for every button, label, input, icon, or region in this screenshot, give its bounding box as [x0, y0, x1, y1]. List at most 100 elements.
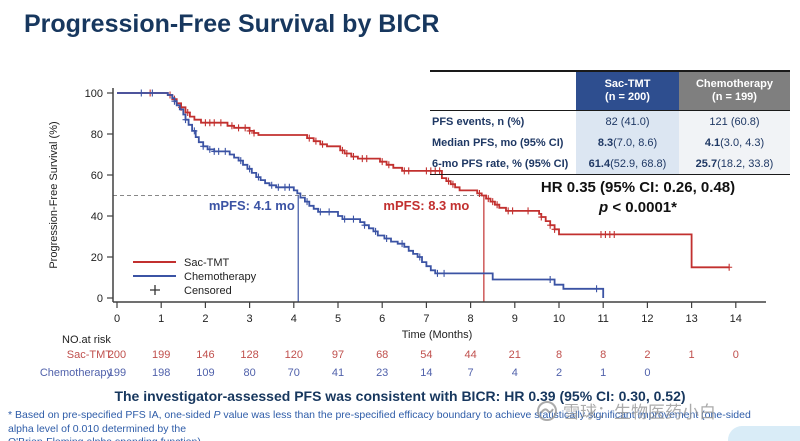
- x-tick-label: 10: [553, 313, 565, 325]
- table-bottom-border: [430, 174, 790, 175]
- watermark: 雪球：生物医药小白: [536, 398, 716, 423]
- x-tick-label: 5: [335, 313, 341, 325]
- y-tick-label: 20: [91, 252, 103, 264]
- x-tick-label: 13: [685, 313, 697, 325]
- at-risk-count: 0: [644, 367, 650, 379]
- y-tick-label: 0: [97, 293, 103, 305]
- y-tick-label: 80: [91, 129, 103, 141]
- summary-col-header-chemotherapy: Chemotherapy (n = 199): [679, 72, 790, 110]
- row-label-pfs-events: PFS events, n (%): [432, 115, 525, 128]
- at-risk-row-label-chemotherapy: Chemotherapy: [40, 367, 113, 379]
- x-tick-label: 12: [641, 313, 653, 325]
- cell-pfs-events-sac: 82 (41.0): [576, 111, 679, 132]
- table-header-separator: [430, 110, 790, 111]
- footnote-p-italic: P: [213, 409, 221, 421]
- at-risk-count: 120: [285, 349, 303, 361]
- at-risk-count: 54: [420, 349, 432, 361]
- at-risk-title: NO.at risk: [62, 334, 111, 346]
- at-risk-count: 44: [464, 349, 476, 361]
- at-risk-count: 68: [376, 349, 388, 361]
- xueqiu-logo-icon: [537, 400, 557, 421]
- at-risk-count: 97: [332, 349, 344, 361]
- y-tick-label: 40: [91, 211, 103, 223]
- footnote-pre: * Based on pre-specified PFS IA, one-sid…: [8, 409, 214, 421]
- x-tick-label: 11: [597, 313, 608, 325]
- chemo-header-line1: Chemotherapy: [695, 77, 774, 90]
- x-tick-label: 1: [158, 313, 164, 325]
- value-bold: 8.3: [597, 136, 614, 149]
- y-tick-label: 100: [85, 88, 103, 100]
- value-rest: (7.0, 8.6): [613, 136, 658, 149]
- y-tick-label: 60: [91, 170, 103, 182]
- value-bold: 4.1: [704, 136, 721, 149]
- value-bold: 61.4: [588, 157, 611, 170]
- value-rest: (3.0, 4.3): [720, 136, 765, 149]
- y-axis-label: Progression-Free Survival (%): [48, 121, 60, 268]
- value-rest: (18.2, 33.8): [717, 157, 774, 170]
- row-label-6mo-pfs-rate: 6-mo PFS rate, % (95% CI): [432, 157, 569, 170]
- sac-header-line1: Sac-TMT: [604, 77, 651, 90]
- cell-6mo-rate-chemo: 25.7 (18.2, 33.8): [679, 153, 790, 174]
- p-value-text: p < 0.0001*: [488, 198, 788, 218]
- footnote-line1: * Based on pre-specified PFS IA, one-sid…: [8, 409, 763, 436]
- mpfs-label-chemotherapy: mPFS: 4.1 mo: [209, 198, 295, 213]
- cell-median-pfs-chemo: 4.1 (3.0, 4.3): [679, 132, 790, 153]
- at-risk-count: 2: [556, 367, 562, 379]
- p-symbol: p: [599, 199, 609, 217]
- at-risk-count: 23: [376, 367, 388, 379]
- cell-pfs-events-chemo: 121 (60.8): [679, 111, 790, 132]
- legend-label-censored: Censored: [184, 285, 232, 297]
- value-rest: (52.9, 68.8): [610, 157, 667, 170]
- x-tick-label: 14: [730, 313, 742, 325]
- hazard-ratio-block: HR 0.35 (95% CI: 0.26, 0.48) p < 0.0001*: [488, 178, 788, 219]
- footnote-line2: O'Brien-Fleming alpha spending function)…: [8, 436, 763, 441]
- at-risk-count: 8: [556, 349, 562, 361]
- at-risk-count: 199: [152, 349, 170, 361]
- footnote: * Based on pre-specified PFS IA, one-sid…: [8, 409, 763, 441]
- x-tick-label: 0: [114, 313, 120, 325]
- at-risk-count: 0: [733, 349, 739, 361]
- investigator-consistency-text: The investigator-assessed PFS was consis…: [114, 388, 686, 404]
- at-risk-count: 7: [468, 367, 474, 379]
- footnote-post: value was less than the pre-specified ef…: [8, 409, 751, 435]
- x-tick-label: 2: [202, 313, 208, 325]
- p-value-rest: < 0.0001*: [608, 199, 677, 217]
- censor-marks-chemotherapy: [138, 89, 600, 293]
- at-risk-count: 21: [509, 349, 521, 361]
- legend-label-chemotherapy: Chemotherapy: [184, 271, 257, 283]
- at-risk-count: 128: [240, 349, 258, 361]
- at-risk-row-label-sac-tmt: Sac-TMT: [67, 349, 113, 361]
- x-tick-label: 3: [247, 313, 253, 325]
- page-title: Progression-Free Survival by BICR: [24, 10, 440, 38]
- cell-median-pfs-sac: 8.3 (7.0, 8.6): [576, 132, 679, 153]
- corner-decoration: [728, 426, 800, 441]
- legend-plus-icon: [150, 285, 160, 295]
- legend-label-sac-tmt: Sac-TMT: [184, 257, 230, 269]
- at-risk-count: 200: [108, 349, 126, 361]
- row-label-median-pfs: Median PFS, mo (95% CI): [432, 136, 564, 149]
- at-risk-count: 146: [196, 349, 214, 361]
- at-risk-count: 1: [600, 367, 606, 379]
- summary-col-header-sac-tmt: Sac-TMT (n = 200): [576, 72, 679, 110]
- at-risk-count: 109: [196, 367, 214, 379]
- watermark-text: 雪球：生物医药小白: [563, 403, 716, 422]
- sac-header-line2: (n = 200): [605, 91, 650, 103]
- x-tick-label: 4: [291, 313, 297, 325]
- at-risk-count: 14: [420, 367, 432, 379]
- at-risk-count: 198: [152, 367, 170, 379]
- at-risk-count: 80: [243, 367, 255, 379]
- x-tick-label: 7: [423, 313, 429, 325]
- at-risk-count: 8: [600, 349, 606, 361]
- summary-table-corner: [430, 72, 576, 110]
- at-risk-count: 199: [108, 367, 126, 379]
- x-tick-label: 8: [468, 313, 474, 325]
- x-tick-label: 6: [379, 313, 385, 325]
- mpfs-label-sac-tmt: mPFS: 8.3 mo: [383, 198, 469, 213]
- chemo-header-line2: (n = 199): [712, 91, 757, 103]
- at-risk-count: 1: [689, 349, 695, 361]
- x-axis-label: Time (Months): [402, 329, 473, 341]
- x-tick-label: 9: [512, 313, 518, 325]
- value-bold: 25.7: [695, 157, 718, 170]
